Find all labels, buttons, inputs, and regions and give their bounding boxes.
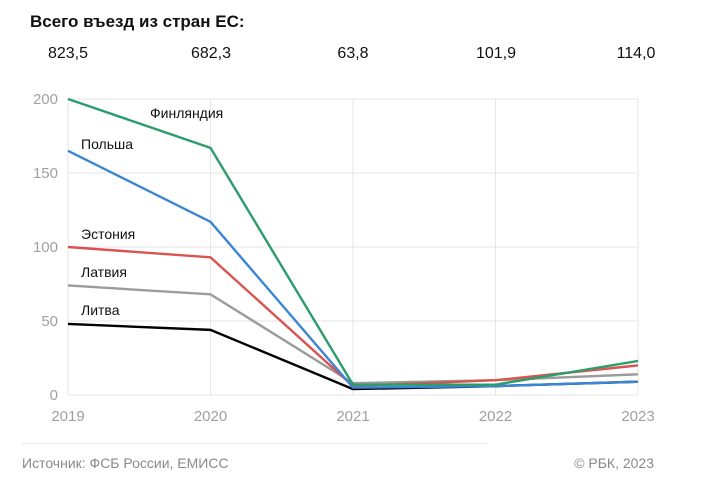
y-tick-label: 150	[33, 165, 58, 182]
y-tick-label: 50	[41, 313, 58, 330]
y-tick-label: 100	[33, 239, 58, 256]
totals-row: 823,5 682,3 63,8 101,9 114,0	[0, 45, 702, 67]
source-note: Источник: ФСБ России, ЕМИСС	[22, 455, 229, 471]
series-label: Финляндия	[150, 105, 223, 121]
series-label: Латвия	[81, 264, 127, 280]
total-2020: 682,3	[190, 45, 232, 62]
chart-title: Всего въезд из стран ЕС:	[30, 12, 245, 31]
total-2021: 63,8	[337, 45, 369, 62]
series-labels: Финляндия Польша Эстония Латвия Литва	[81, 105, 223, 318]
total-2023: 114,0	[616, 45, 656, 62]
series-lines	[67, 97, 639, 391]
x-tick-label: 2023	[621, 408, 654, 425]
total-2022: 101,9	[475, 45, 517, 62]
x-tick-label: 2020	[194, 408, 227, 425]
x-tick-label: 2021	[336, 408, 369, 425]
grid	[67, 98, 639, 396]
series-line-Финляндия	[67, 97, 639, 386]
copyright: © РБК, 2023	[574, 455, 654, 471]
y-tick-label: 0	[50, 387, 58, 404]
total-2019: 823,5	[47, 45, 89, 62]
footer-divider	[22, 443, 488, 444]
series-label: Эстония	[81, 226, 135, 242]
x-tick-label: 2022	[479, 408, 512, 425]
series-line-Польша	[67, 149, 639, 389]
x-axis: 2019 2020 2021 2022 2023	[51, 408, 654, 425]
series-label: Польша	[81, 136, 133, 152]
series-label: Литва	[81, 302, 120, 318]
y-axis: 0 50 100 150 200	[33, 91, 58, 404]
y-tick-label: 200	[33, 91, 58, 108]
x-tick-label: 2019	[51, 408, 84, 425]
